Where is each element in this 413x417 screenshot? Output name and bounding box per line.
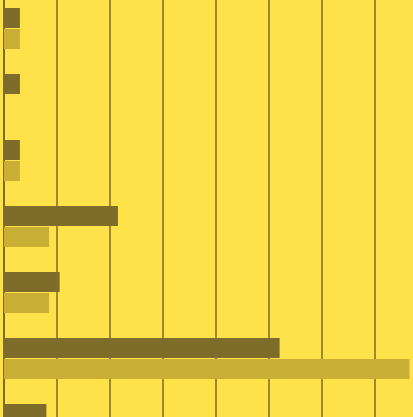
bar-series-1-row-2	[4, 74, 20, 94]
bar-series-2-row-1	[4, 29, 20, 49]
bar-series-1-row-7	[4, 404, 47, 417]
bars	[4, 8, 410, 417]
bar-series-2-row-4	[4, 227, 50, 247]
bar-series-2-row-6	[4, 359, 410, 379]
bar-series-2-row-5	[4, 293, 50, 313]
bar-series-1-row-6	[4, 338, 280, 358]
bar-series-1-row-3	[4, 140, 20, 160]
bar-series-1-row-4	[4, 206, 118, 226]
bar-series-1-row-1	[4, 8, 20, 28]
bar-series-2-row-3	[4, 161, 20, 181]
bar-series-1-row-5	[4, 272, 60, 292]
